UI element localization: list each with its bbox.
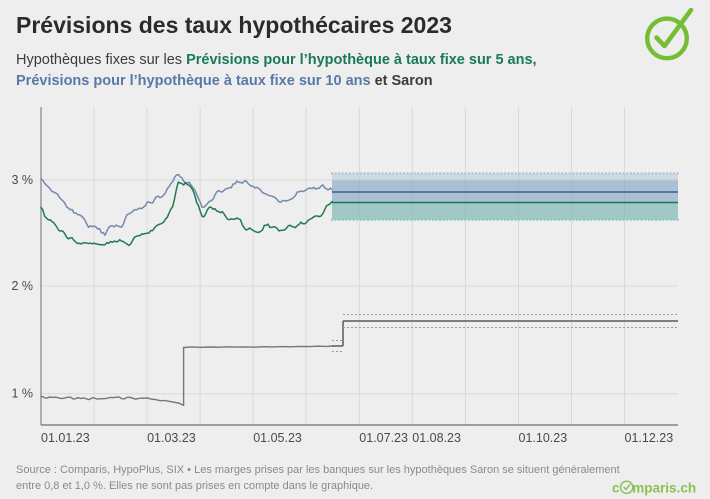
svg-text:3 %: 3 % (11, 173, 33, 187)
svg-text:01.08.23: 01.08.23 (412, 431, 461, 445)
svg-text:01.05.23: 01.05.23 (253, 431, 302, 445)
svg-text:01.10.23: 01.10.23 (519, 431, 568, 445)
svg-text:01.12.23: 01.12.23 (625, 431, 674, 445)
svg-text:2 %: 2 % (11, 279, 33, 293)
svg-text:01.01.23: 01.01.23 (41, 431, 90, 445)
svg-text:01.07.23: 01.07.23 (359, 431, 408, 445)
svg-text:01.03.23: 01.03.23 (147, 431, 196, 445)
svg-text:1 %: 1 % (11, 387, 33, 401)
